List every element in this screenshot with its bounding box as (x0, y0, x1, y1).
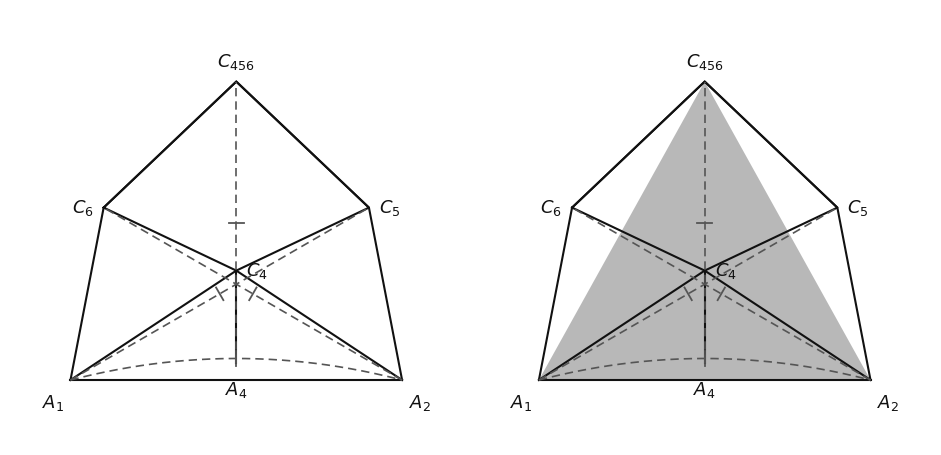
Text: $C_5$: $C_5$ (847, 197, 869, 217)
Text: $C_6$: $C_6$ (540, 197, 562, 217)
Text: $C_{456}$: $C_{456}$ (686, 52, 724, 71)
Text: $A_1$: $A_1$ (510, 393, 533, 413)
Text: $A_4$: $A_4$ (225, 380, 247, 400)
Text: $C_5$: $C_5$ (379, 197, 401, 217)
Polygon shape (539, 81, 870, 380)
Text: $C_4$: $C_4$ (247, 261, 268, 281)
Text: $A_4$: $A_4$ (694, 380, 716, 400)
Text: $A_1$: $A_1$ (41, 393, 64, 413)
Text: $A_2$: $A_2$ (408, 393, 431, 413)
Text: $C_4$: $C_4$ (714, 261, 737, 281)
Text: $C_{456}$: $C_{456}$ (217, 52, 255, 71)
Text: $C_6$: $C_6$ (72, 197, 94, 217)
Text: $A_2$: $A_2$ (877, 393, 900, 413)
